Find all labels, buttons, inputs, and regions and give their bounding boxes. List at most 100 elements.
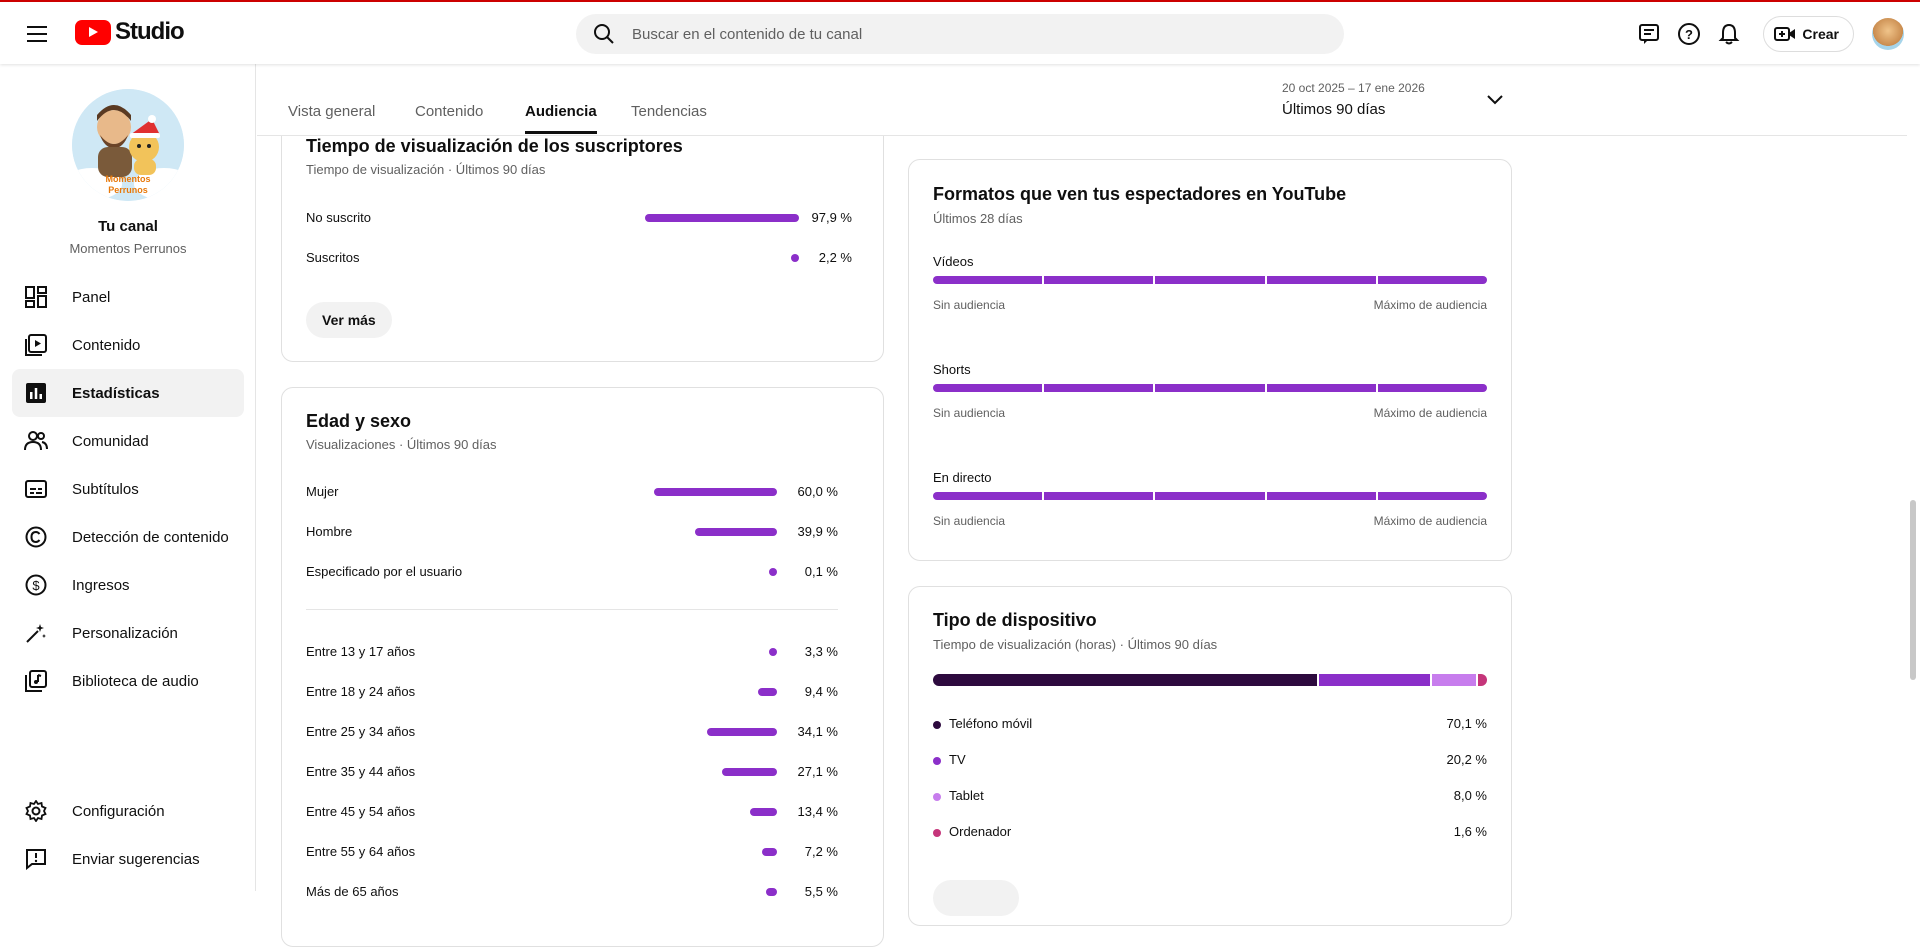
- device-legend-row: TV 20,2 %: [933, 752, 1487, 767]
- sidebar-item-audio-library[interactable]: Biblioteca de audio: [12, 657, 244, 705]
- channel-avatar[interactable]: Momentos Perrunos: [72, 89, 184, 201]
- gender-row-value: 39,9 %: [797, 524, 838, 539]
- card-subtitle: Últimos 28 días: [933, 211, 1023, 226]
- sidebar-item-label: Detección de contenido: [72, 528, 229, 546]
- sidebar-item-community[interactable]: Comunidad: [12, 417, 244, 465]
- format-bar-segment: [1266, 384, 1376, 392]
- gender-bar: [695, 528, 777, 536]
- age-row-label: Entre 25 y 34 años: [306, 724, 416, 739]
- analytics-tabs-bar: Vista general Contenido Audiencia Tenden…: [257, 64, 1907, 136]
- format-bar-segment: [1377, 492, 1488, 500]
- channel-title: Tu canal: [98, 218, 158, 235]
- age-row-value: 3,3 %: [804, 644, 838, 659]
- age-row-label: Entre 55 y 64 años: [306, 844, 416, 859]
- sidebar-item-feedback[interactable]: Enviar sugerencias: [12, 835, 244, 883]
- format-max-label: Máximo de audiencia: [1373, 298, 1487, 312]
- format-audience-bar: [933, 492, 1488, 500]
- page-scrollbar[interactable]: [1906, 136, 1920, 891]
- scrollbar-thumb[interactable]: [1910, 500, 1916, 680]
- gender-row-label: Especificado por el usuario: [306, 564, 463, 579]
- format-bar-segment: [933, 384, 1043, 392]
- format-bar-segment: [1044, 276, 1154, 284]
- svg-text:$: $: [32, 578, 40, 593]
- sidebar-item-settings[interactable]: Configuración: [12, 787, 244, 835]
- sidebar-item-customization[interactable]: Personalización: [12, 609, 244, 657]
- device-bar-segment: [1432, 674, 1477, 686]
- format-audience-bar: [933, 276, 1488, 284]
- sidebar-item-subtitles[interactable]: Subtítulos: [12, 465, 244, 513]
- card-subtitle: Visualizaciones · Últimos 90 días: [306, 437, 497, 452]
- format-bar-segment: [933, 276, 1043, 284]
- format-bar-segment: [1044, 384, 1154, 392]
- date-range-dates: 20 oct 2025 – 17 ene 2026: [1282, 81, 1425, 95]
- search-icon[interactable]: [576, 23, 632, 45]
- tab-content[interactable]: Contenido: [415, 103, 484, 120]
- format-bar-segment: [933, 492, 1043, 500]
- content-icon: [24, 333, 48, 357]
- legend-dot: [933, 792, 941, 801]
- age-bar: [722, 768, 777, 776]
- channel-logo-text-1: Momentos: [106, 174, 151, 184]
- app-name: Studio: [115, 18, 185, 45]
- gender-row-label: Mujer: [306, 484, 339, 499]
- age-bar: [707, 728, 777, 736]
- device-type-card: Tipo de dispositivo Tiempo de visualizac…: [908, 586, 1512, 926]
- age-row-label: Más de 65 años: [306, 884, 399, 899]
- sidebar-item-label: Ingresos: [72, 576, 130, 594]
- subs-row-label: Suscritos: [306, 250, 360, 265]
- customization-icon: [24, 621, 48, 645]
- age-bar: [762, 848, 777, 856]
- tab-overview[interactable]: Vista general: [288, 103, 376, 120]
- format-audience-bar: [933, 384, 1488, 392]
- help-icon[interactable]: ?: [1675, 14, 1703, 54]
- comment-icon[interactable]: [1635, 14, 1663, 54]
- sidebar-item-panel[interactable]: Panel: [12, 273, 244, 321]
- account-avatar[interactable]: [1872, 18, 1904, 50]
- card-title: Edad y sexo: [306, 411, 412, 431]
- device-see-more-button[interactable]: [933, 880, 1019, 916]
- device-label: Tablet: [949, 788, 984, 803]
- feedback-icon: [24, 847, 48, 871]
- analytics-icon: [24, 381, 48, 405]
- create-button[interactable]: Crear: [1763, 16, 1854, 52]
- format-label: En directo: [933, 470, 992, 485]
- sidebar-item-label: Estadísticas: [72, 384, 160, 402]
- age-row-value: 34,1 %: [797, 724, 838, 739]
- sidebar-item-earn[interactable]: $ Ingresos: [12, 561, 244, 609]
- format-label: Shorts: [933, 362, 971, 377]
- sidebar-item-copyright[interactable]: Detección de contenido: [12, 513, 244, 561]
- sidebar: Momentos Perrunos Tu canal Momentos Perr…: [0, 64, 256, 891]
- channel-logo-text-2: Perrunos: [108, 185, 148, 195]
- format-min-label: Sin audiencia: [933, 298, 1006, 312]
- date-range-picker[interactable]: 20 oct 2025 – 17 ene 2026 Últimos 90 día…: [1282, 81, 1425, 118]
- see-more-button[interactable]: Ver más: [306, 302, 392, 338]
- device-bar-segment: [1319, 674, 1431, 686]
- search-input[interactable]: Buscar en el contenido de tu canal: [632, 25, 863, 43]
- tab-trends[interactable]: Tendencias: [631, 103, 707, 120]
- format-min-label: Sin audiencia: [933, 514, 1006, 528]
- sidebar-item-analytics[interactable]: Estadísticas: [12, 369, 244, 417]
- device-value: 70,1 %: [1446, 716, 1487, 731]
- tab-audience[interactable]: Audiencia: [525, 103, 597, 134]
- audio-library-icon: [24, 669, 48, 693]
- age-row-value: 9,4 %: [804, 684, 838, 699]
- search-bar[interactable]: Buscar en el contenido de tu canal: [576, 14, 1344, 54]
- card-subtitle: Tiempo de visualización · Últimos 90 día…: [306, 162, 546, 177]
- sidebar-item-label: Contenido: [72, 336, 141, 354]
- menu-icon[interactable]: [24, 22, 50, 46]
- sidebar-item-label: Personalización: [72, 624, 178, 642]
- studio-logo[interactable]: Studio: [75, 18, 185, 46]
- subs-bar: [645, 214, 799, 222]
- youtube-logo-icon: [75, 19, 111, 45]
- age-bar: [769, 648, 777, 656]
- sidebar-item-content[interactable]: Contenido: [12, 321, 244, 369]
- card-subtitle: Tiempo de visualización (horas) · Último…: [933, 637, 1218, 652]
- age-row-label: Entre 13 y 17 años: [306, 644, 416, 659]
- bell-icon[interactable]: [1715, 14, 1743, 54]
- subtitles-icon: [24, 477, 48, 501]
- device-bar-segment: [1478, 674, 1487, 686]
- legend-dot: [933, 756, 941, 765]
- subs-bar: [791, 254, 799, 262]
- chevron-down-icon[interactable]: [1487, 92, 1503, 110]
- sidebar-item-label: Configuración: [72, 802, 165, 820]
